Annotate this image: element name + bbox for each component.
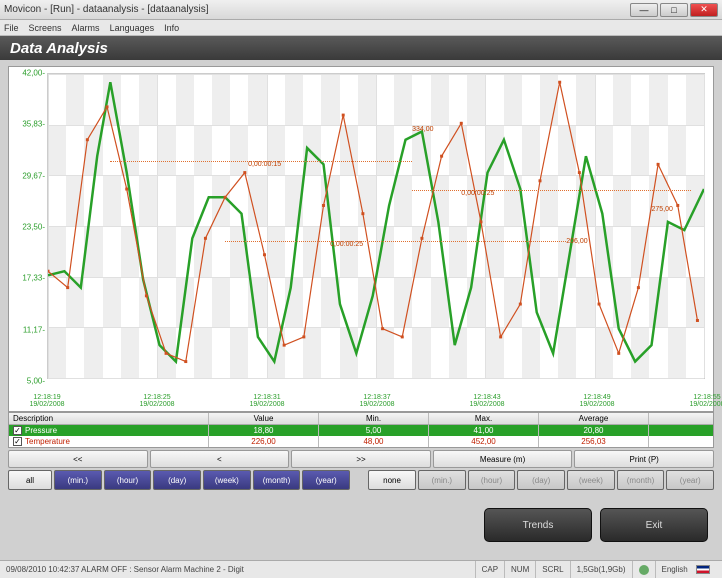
maximize-button[interactable]: □ <box>660 3 688 17</box>
status-num: NUM <box>504 561 535 578</box>
row-value: 226,00 <box>209 436 319 447</box>
flag-icon <box>696 565 710 574</box>
y-axis-label: 17,33- <box>13 274 45 283</box>
status-cap: CAP <box>475 561 504 578</box>
table-row-temperature[interactable]: ✓Temperature 226,00 48,00 452,00 256,03 <box>9 436 713 447</box>
range-min2-button[interactable]: (min.) <box>418 470 466 490</box>
range-hour2-button[interactable]: (hour) <box>468 470 516 490</box>
row-max: 41,00 <box>429 425 539 436</box>
range-all-button[interactable]: all <box>8 470 52 490</box>
y-axis-label: 11,17- <box>13 325 45 334</box>
print-button[interactable]: Print (P) <box>574 450 714 468</box>
row-avg: 20,80 <box>539 425 649 436</box>
table-row-pressure[interactable]: ✓Pressure 18,80 5,00 41,00 20,80 <box>9 425 713 436</box>
minimize-button[interactable]: — <box>630 3 658 17</box>
window-buttons: — □ ✕ <box>630 3 718 17</box>
row-min: 5,00 <box>319 425 429 436</box>
chart-annotation: 206,00 <box>566 238 587 245</box>
range-row: all (min.) (hour) (day) (week) (month) (… <box>8 470 714 490</box>
range-year-button[interactable]: (year) <box>302 470 350 490</box>
y-axis-label: 23,50- <box>13 223 45 232</box>
table-header: Description Value Min. Max. Average <box>9 413 713 425</box>
row-desc: Pressure <box>25 426 57 435</box>
nav-first-button[interactable]: << <box>8 450 148 468</box>
measure-button[interactable]: Measure (m) <box>433 450 573 468</box>
status-scrl: SCRL <box>535 561 569 578</box>
range-month2-button[interactable]: (month) <box>617 470 665 490</box>
x-axis-label: 12:18:3119/02/2008 <box>237 394 297 409</box>
checkbox-temperature[interactable]: ✓ <box>13 437 22 446</box>
exit-button[interactable]: Exit <box>600 508 708 542</box>
menu-bar: File Screens Alarms Languages Info <box>0 20 722 36</box>
trends-button[interactable]: Trends <box>484 508 592 542</box>
range-none-button[interactable]: none <box>368 470 416 490</box>
page-title: Data Analysis <box>10 40 108 57</box>
row-min: 48,00 <box>319 436 429 447</box>
chart-frame: 0,00:00:15 334,00 0,00:00:25 0,00:00:25 206,… <box>8 66 714 412</box>
menu-file[interactable]: File <box>4 23 19 33</box>
chart-annotation: 0,00:00:15 <box>248 161 281 168</box>
col-value: Value <box>209 413 319 424</box>
close-button[interactable]: ✕ <box>690 3 718 17</box>
range-day2-button[interactable]: (day) <box>517 470 565 490</box>
chart-annotation: 0,00:00:25 <box>461 190 494 197</box>
range-hour-button[interactable]: (hour) <box>104 470 152 490</box>
row-avg: 256,03 <box>539 436 649 447</box>
row-value: 18,80 <box>209 425 319 436</box>
window-titlebar: Movicon - [Run] - dataanalysis - [dataan… <box>0 0 722 20</box>
y-axis-label: 5,00- <box>13 377 45 386</box>
status-bar: 09/08/2010 10:42:37 ALARM OFF : Sensor A… <box>0 560 722 578</box>
x-axis-label: 12:18:5519/02/2008 <box>677 394 722 409</box>
user-icon <box>639 565 649 575</box>
chart-annotation: 275,00 <box>652 206 673 213</box>
data-table: Description Value Min. Max. Average ✓Pre… <box>8 412 714 448</box>
bottom-buttons: Trends Exit <box>8 508 714 542</box>
page-header: Data Analysis <box>0 36 722 60</box>
nav-prev-button[interactable]: < <box>150 450 290 468</box>
range-min-button[interactable]: (min.) <box>54 470 102 490</box>
chart-annotation: 334,00 <box>412 126 433 133</box>
nav-next-button[interactable]: >> <box>291 450 431 468</box>
range-week-button[interactable]: (week) <box>203 470 251 490</box>
chart-annotation: 0,00:00:25 <box>330 241 363 248</box>
col-max: Max. <box>429 413 539 424</box>
status-user[interactable] <box>632 561 655 578</box>
chart-plot-area[interactable]: 0,00:00:15 334,00 0,00:00:25 0,00:00:25 206,… <box>47 73 705 379</box>
row-desc: Temperature <box>25 437 70 446</box>
checkbox-pressure[interactable]: ✓ <box>13 426 22 435</box>
status-language[interactable]: English <box>655 561 716 578</box>
y-axis-label: 35,83- <box>13 120 45 129</box>
range-week2-button[interactable]: (week) <box>567 470 615 490</box>
range-year2-button[interactable]: (year) <box>666 470 714 490</box>
row-max: 452,00 <box>429 436 539 447</box>
status-memory: 1,5Gb(1,9Gb) <box>570 561 632 578</box>
chart-svg <box>48 74 704 378</box>
y-axis-label: 29,67- <box>13 171 45 180</box>
x-axis-label: 12:18:4319/02/2008 <box>457 394 517 409</box>
x-axis-label: 12:18:3719/02/2008 <box>347 394 407 409</box>
x-axis-label: 12:18:1919/02/2008 <box>17 394 77 409</box>
menu-info[interactable]: Info <box>164 23 179 33</box>
menu-screens[interactable]: Screens <box>29 23 62 33</box>
status-message: 09/08/2010 10:42:37 ALARM OFF : Sensor A… <box>6 565 475 574</box>
menu-alarms[interactable]: Alarms <box>72 23 100 33</box>
range-month-button[interactable]: (month) <box>253 470 301 490</box>
col-description: Description <box>9 413 209 424</box>
col-min: Min. <box>319 413 429 424</box>
col-avg: Average <box>539 413 649 424</box>
y-axis-label: 42,00- <box>13 69 45 78</box>
x-axis-label: 12:18:2519/02/2008 <box>127 394 187 409</box>
range-day-button[interactable]: (day) <box>153 470 201 490</box>
window-title: Movicon - [Run] - dataanalysis - [dataan… <box>4 4 630 15</box>
nav-row: << < >> Measure (m) Print (P) <box>8 450 714 468</box>
menu-languages[interactable]: Languages <box>110 23 155 33</box>
x-axis-label: 12:18:4919/02/2008 <box>567 394 627 409</box>
